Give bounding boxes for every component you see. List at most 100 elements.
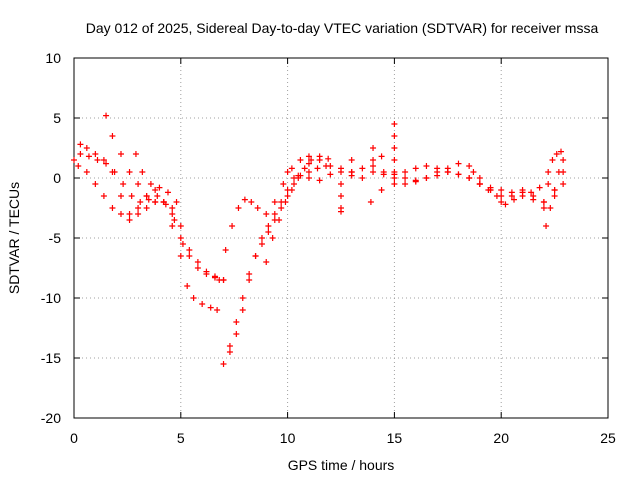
data-point (444, 169, 451, 175)
data-point (555, 169, 562, 175)
data-point (246, 277, 253, 283)
data-point (100, 157, 107, 163)
data-point (169, 211, 176, 217)
data-point (338, 181, 344, 187)
series-track-4 (77, 151, 186, 247)
data-point (177, 223, 184, 229)
y-tick-label: -20 (41, 410, 61, 426)
data-point (284, 169, 291, 175)
data-point (288, 187, 295, 193)
data-point (402, 175, 409, 181)
data-point (132, 151, 139, 157)
data-point (156, 184, 163, 191)
data-point (135, 181, 142, 187)
data-point (152, 187, 159, 193)
data-point (147, 181, 154, 187)
data-point (391, 169, 398, 175)
data-point (305, 169, 312, 175)
data-point (265, 223, 272, 229)
data-point (263, 259, 270, 265)
y-tick-label: -10 (41, 290, 61, 306)
data-point (71, 157, 77, 163)
data-point (109, 133, 116, 139)
data-point (367, 199, 374, 205)
data-point (291, 181, 298, 187)
data-point (226, 343, 233, 349)
data-point (177, 235, 184, 241)
data-point (551, 187, 558, 193)
data-point (348, 157, 355, 163)
data-point (378, 153, 385, 160)
data-point (297, 157, 304, 163)
data-point (560, 181, 567, 187)
series-track-14 (540, 148, 565, 205)
data-point (434, 172, 441, 179)
data-point (271, 199, 278, 205)
data-point (169, 205, 176, 211)
data-point (348, 169, 355, 175)
data-point (519, 193, 526, 199)
data-point (126, 169, 133, 175)
data-point (455, 171, 462, 178)
series-track-7 (220, 163, 330, 367)
x-tick-label: 10 (280, 430, 296, 446)
data-point (77, 151, 84, 157)
y-tick-label: -5 (49, 230, 62, 246)
y-tick-label: -15 (41, 350, 61, 366)
x-tick-label: 5 (177, 430, 185, 446)
data-point (194, 259, 201, 265)
data-point (370, 163, 377, 169)
data-point (117, 151, 124, 157)
series-track-9 (263, 153, 332, 265)
series-track-5 (132, 151, 180, 205)
data-point (391, 145, 398, 151)
data-point (547, 205, 554, 211)
data-point (498, 187, 505, 193)
x-tick-labels: 0 5 10 15 20 25 (70, 430, 616, 446)
data-point (92, 151, 99, 157)
data-point (391, 133, 398, 139)
data-point (278, 205, 285, 211)
data-point (545, 181, 552, 187)
data-point (75, 163, 82, 169)
data-point (560, 157, 567, 163)
data-point (284, 193, 291, 199)
data-point (370, 169, 377, 175)
data-point (280, 181, 287, 187)
x-tick-label: 25 (600, 430, 616, 446)
data-point (109, 205, 116, 211)
data-point (216, 277, 223, 283)
data-point (239, 307, 246, 313)
data-point (139, 169, 146, 175)
data-point (338, 193, 344, 199)
data-point (83, 145, 90, 151)
data-point (551, 193, 558, 199)
data-point (120, 181, 127, 187)
data-point (143, 193, 150, 199)
data-point (152, 199, 159, 205)
data-point (402, 181, 409, 187)
data-points (71, 112, 567, 367)
axis-ticks (73, 57, 609, 419)
data-point (540, 205, 547, 211)
data-point (171, 217, 178, 223)
data-point (92, 181, 99, 187)
data-point (258, 235, 265, 241)
series-track-16 (338, 145, 385, 211)
data-point (145, 196, 152, 203)
data-point (402, 169, 409, 175)
data-point (412, 178, 419, 185)
data-point (558, 148, 565, 155)
data-point (203, 268, 210, 275)
data-point (233, 331, 240, 337)
data-point (370, 145, 377, 151)
data-point (258, 241, 265, 247)
data-point (233, 319, 240, 325)
data-point (314, 165, 321, 172)
data-point (241, 196, 248, 203)
data-point (77, 141, 84, 148)
grid-lines (74, 58, 608, 418)
data-point (391, 157, 398, 163)
data-point (226, 349, 233, 355)
